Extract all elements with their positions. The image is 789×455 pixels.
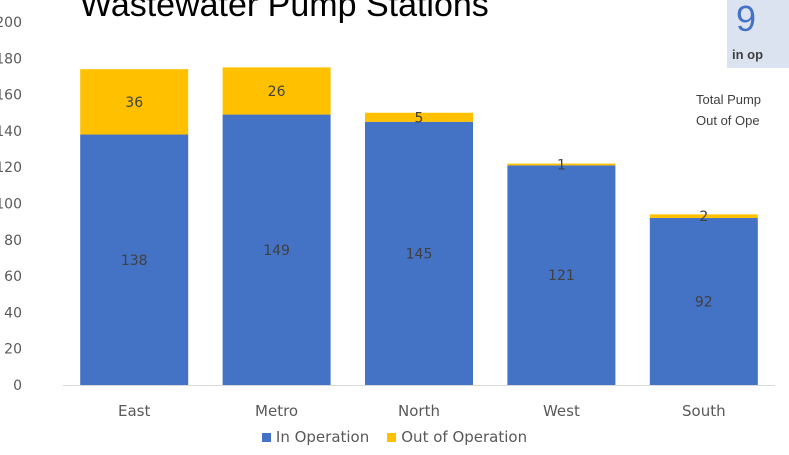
data-label: 36 xyxy=(125,95,143,111)
data-label: 1 xyxy=(557,157,566,173)
bar-segment-in-operation xyxy=(365,121,473,385)
kpi-number: 9 xyxy=(736,0,757,39)
data-label: 145 xyxy=(406,246,433,262)
bar-segment-in-operation xyxy=(507,165,616,385)
bar-segment-in-operation xyxy=(649,218,758,385)
y-tick-label: 100 xyxy=(0,197,22,213)
bar-segment-in-operation xyxy=(80,134,189,385)
chart-legend: In Operation Out of Operation xyxy=(0,428,789,446)
y-tick-label: 180 xyxy=(0,51,22,67)
legend-item-in-operation: In Operation xyxy=(261,428,370,446)
kpi-out-label: Out of Ope xyxy=(696,113,760,128)
data-label: 26 xyxy=(268,84,286,100)
kpi-subtitle: in op xyxy=(732,47,764,62)
x-tick-label: Metro xyxy=(255,402,298,420)
x-tick-label: South xyxy=(682,402,726,420)
legend-label-out-of-operation: Out of Operation xyxy=(401,428,528,446)
kpi-card xyxy=(727,0,789,68)
y-tick-label: 80 xyxy=(4,233,22,249)
data-label: 5 xyxy=(415,110,424,126)
y-tick-label: 0 xyxy=(13,378,22,394)
y-tick-label: 60 xyxy=(4,269,22,285)
y-tick-label: 200 xyxy=(0,15,22,31)
bar-segment-out-of-operation xyxy=(80,69,189,135)
data-label: 2 xyxy=(699,209,708,225)
legend-swatch-out-of-operation xyxy=(387,432,397,442)
x-tick-label: North xyxy=(398,402,440,420)
bar-segment-out-of-operation xyxy=(649,214,758,219)
data-label: 138 xyxy=(121,253,148,269)
legend-swatch-in-operation xyxy=(261,432,271,442)
legend-item-out-of-operation: Out of Operation xyxy=(387,428,527,446)
y-tick-label: 160 xyxy=(0,88,22,104)
y-tick-label: 20 xyxy=(4,342,22,358)
x-tick-label: West xyxy=(543,402,580,420)
y-tick-label: 140 xyxy=(0,124,22,140)
bar-segment-out-of-operation xyxy=(507,163,616,166)
data-label: 121 xyxy=(548,268,575,284)
data-label: 149 xyxy=(263,243,290,259)
bar-segment-in-operation xyxy=(222,114,331,385)
y-tick-label: 120 xyxy=(0,160,22,176)
bar-segment-out-of-operation xyxy=(222,67,331,115)
legend-label-in-operation: In Operation xyxy=(275,428,370,446)
y-tick-label: 40 xyxy=(4,305,22,321)
kpi-total-label: Total Pump xyxy=(696,92,762,107)
x-tick-label: East xyxy=(118,402,150,420)
data-label: 92 xyxy=(695,295,713,311)
chart-title: Wastewater Pump Stations xyxy=(80,0,489,24)
bar-segment-out-of-operation xyxy=(365,112,473,122)
